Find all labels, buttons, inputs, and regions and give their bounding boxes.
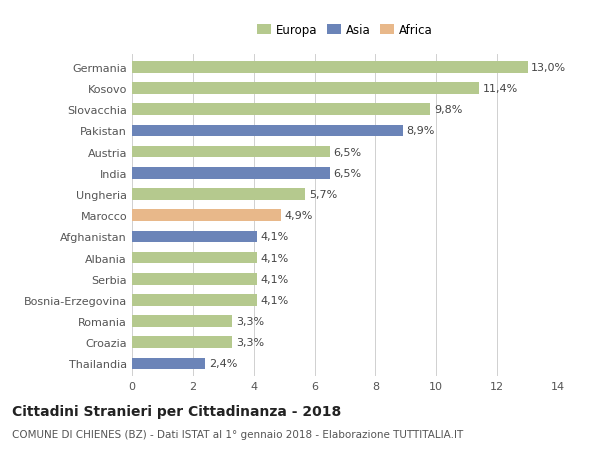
Text: 9,8%: 9,8%	[434, 105, 462, 115]
Text: 2,4%: 2,4%	[209, 358, 237, 369]
Text: 3,3%: 3,3%	[236, 337, 264, 347]
Text: 11,4%: 11,4%	[482, 84, 518, 94]
Text: COMUNE DI CHIENES (BZ) - Dati ISTAT al 1° gennaio 2018 - Elaborazione TUTTITALIA: COMUNE DI CHIENES (BZ) - Dati ISTAT al 1…	[12, 429, 463, 439]
Text: 4,1%: 4,1%	[260, 253, 289, 263]
Text: Cittadini Stranieri per Cittadinanza - 2018: Cittadini Stranieri per Cittadinanza - 2…	[12, 404, 341, 418]
Text: 4,1%: 4,1%	[260, 295, 289, 305]
Text: 8,9%: 8,9%	[406, 126, 435, 136]
Bar	[132, 231, 257, 243]
Bar	[132, 210, 281, 222]
Bar	[132, 168, 330, 179]
Bar	[132, 189, 305, 201]
Text: 3,3%: 3,3%	[236, 316, 264, 326]
Text: 6,5%: 6,5%	[334, 168, 362, 179]
Bar	[132, 146, 330, 158]
Text: 6,5%: 6,5%	[334, 147, 362, 157]
Text: 5,7%: 5,7%	[309, 190, 337, 200]
Legend: Europa, Asia, Africa: Europa, Asia, Africa	[253, 19, 437, 42]
Text: 4,1%: 4,1%	[260, 232, 289, 242]
Text: 4,1%: 4,1%	[260, 274, 289, 284]
Text: 4,9%: 4,9%	[285, 211, 313, 221]
Bar	[132, 125, 403, 137]
Bar	[132, 316, 232, 327]
Bar	[132, 337, 232, 348]
Bar	[132, 252, 257, 264]
Text: 13,0%: 13,0%	[531, 63, 566, 73]
Bar	[132, 295, 257, 306]
Bar	[132, 83, 479, 95]
Bar	[132, 104, 430, 116]
Bar	[132, 273, 257, 285]
Bar	[132, 358, 205, 369]
Bar	[132, 62, 527, 73]
